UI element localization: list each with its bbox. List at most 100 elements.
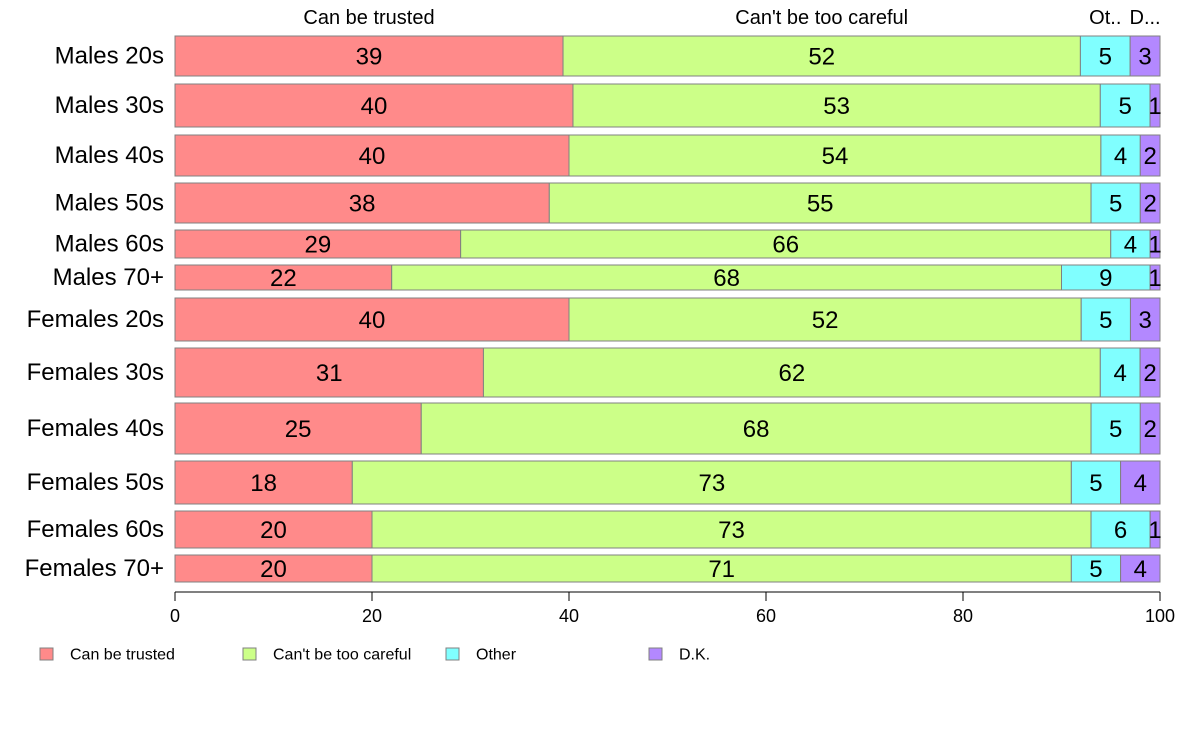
data-label: 6 xyxy=(1114,517,1127,544)
data-label: 68 xyxy=(713,265,740,292)
data-label: 2 xyxy=(1143,416,1156,443)
category-label: Males 40s xyxy=(55,142,164,169)
bar-segment xyxy=(568,297,1082,342)
data-label: 68 xyxy=(743,416,770,443)
category-label: Females 50s xyxy=(27,469,164,496)
data-label: 1 xyxy=(1148,517,1161,544)
data-label: 73 xyxy=(718,517,745,544)
category-label: Males 20s xyxy=(55,43,164,70)
bar-row: 38 55 5 2 xyxy=(174,182,1161,224)
legend-label: Can't be too careful xyxy=(273,647,411,664)
data-label: 52 xyxy=(812,307,839,334)
bar-segment xyxy=(1090,402,1141,455)
data-label: 2 xyxy=(1143,360,1156,387)
data-label: 53 xyxy=(823,93,850,120)
bar-segment xyxy=(1120,460,1161,505)
category-label: Males 70+ xyxy=(53,264,164,291)
bar-segment xyxy=(174,229,462,259)
bar-segment xyxy=(1149,510,1161,549)
bar-row: 20 73 6 1 xyxy=(174,510,1162,549)
data-label: 1 xyxy=(1148,232,1161,259)
data-label: 22 xyxy=(270,265,297,292)
bar-segment xyxy=(568,134,1102,177)
bar-row: 18 73 5 4 xyxy=(174,460,1161,505)
bar-segment xyxy=(1090,510,1151,549)
legend: Can be trusted Can't be too careful Other D… xyxy=(39,647,710,664)
data-label: 2 xyxy=(1143,143,1156,170)
top-label: Ot.. xyxy=(1089,7,1121,29)
bar-row: 20 71 5 4 xyxy=(174,554,1161,583)
bar-row: 39 52 5 3 xyxy=(174,35,1161,77)
x-tick-label: 0 xyxy=(170,606,180,626)
bar-segment xyxy=(174,35,564,77)
bar-segment xyxy=(1070,554,1122,583)
bar-row: 22 68 9 1 xyxy=(174,264,1162,292)
bar-segment xyxy=(1149,264,1161,291)
x-tick-label: 20 xyxy=(362,606,382,626)
legend-item: D.K. xyxy=(648,647,710,664)
bar-segment xyxy=(174,297,570,342)
bar-segment xyxy=(1100,134,1141,177)
data-label: 18 xyxy=(250,470,277,497)
bar-row: 31 62 4 2 xyxy=(174,347,1161,398)
bar-segment xyxy=(1099,347,1141,398)
category-label: Males 60s xyxy=(55,231,164,258)
legend-label: D.K. xyxy=(679,647,710,664)
legend-swatch xyxy=(648,647,663,661)
x-axis: 0 20 40 60 80 100 xyxy=(170,591,1175,626)
bar-segment xyxy=(1139,182,1161,224)
bar-segment xyxy=(460,229,1112,259)
data-label: 4 xyxy=(1134,556,1147,583)
bar-segment xyxy=(1110,229,1151,259)
data-label: 3 xyxy=(1138,44,1151,71)
data-label: 29 xyxy=(304,232,331,259)
legend-swatch xyxy=(39,647,54,661)
category-label: Females 30s xyxy=(27,359,164,386)
legend-label: Can be trusted xyxy=(70,647,175,664)
bar-segment xyxy=(1129,35,1161,77)
bar-segment xyxy=(174,347,484,398)
legend-swatch xyxy=(242,647,257,661)
data-label: 39 xyxy=(356,44,383,71)
x-tick-label: 100 xyxy=(1145,606,1175,626)
bar-segment xyxy=(1129,297,1161,342)
bar-segment xyxy=(1149,83,1161,128)
category-label: Females 20s xyxy=(27,306,164,333)
data-label: 4 xyxy=(1134,470,1147,497)
data-label: 5 xyxy=(1118,93,1131,120)
data-label: 5 xyxy=(1109,191,1122,218)
data-label: 40 xyxy=(359,307,386,334)
data-label: 40 xyxy=(359,143,386,170)
top-labels: Can be trusted Can't be too careful Ot.. D.… xyxy=(303,7,1160,29)
data-label: 2 xyxy=(1143,191,1156,218)
data-label: 52 xyxy=(808,44,835,71)
bar-segment xyxy=(1061,264,1151,291)
data-label: 5 xyxy=(1089,470,1102,497)
bar-segment xyxy=(371,510,1092,549)
bar-segment xyxy=(174,402,422,455)
bar-segment xyxy=(562,35,1081,77)
category-labels: Males 20s Males 30s Males 40s Males 50s Male… xyxy=(25,43,164,583)
bars: 39 52 5 340 53 5 140 54 4 238 55 5 229 66 4 122 68 9 140 52… xyxy=(174,35,1162,583)
top-label: Can't be too careful xyxy=(735,7,908,29)
bar-segment xyxy=(420,402,1092,455)
data-label: 66 xyxy=(772,232,799,259)
data-label: 40 xyxy=(361,93,388,120)
bar-segment xyxy=(351,460,1072,505)
data-label: 5 xyxy=(1099,307,1112,334)
bar-segment xyxy=(1070,460,1122,505)
legend-item: Other xyxy=(445,647,517,664)
bar-segment xyxy=(174,510,373,549)
data-label: 55 xyxy=(807,191,834,218)
category-label: Males 30s xyxy=(55,92,164,119)
bar-segment xyxy=(1080,297,1131,342)
legend-swatch xyxy=(445,647,460,661)
bar-segment xyxy=(391,264,1062,291)
bar-row: 40 53 5 1 xyxy=(174,83,1162,128)
data-label: 73 xyxy=(698,470,725,497)
bar-segment xyxy=(1139,134,1161,177)
legend-item: Can be trusted xyxy=(39,647,175,664)
bar-segment xyxy=(1099,83,1151,128)
data-label: 20 xyxy=(260,517,287,544)
